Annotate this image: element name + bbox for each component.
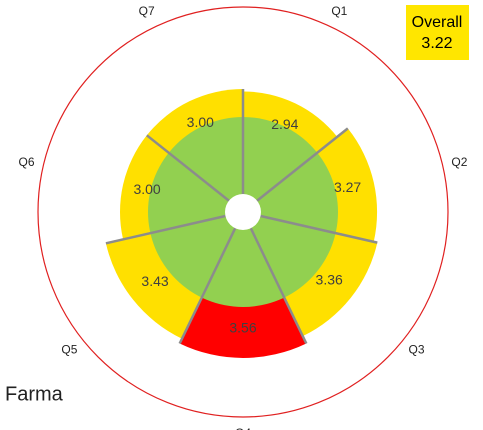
center-hole [225,194,261,230]
value-label: 3.00 [133,181,160,197]
overall-value: 3.22 [421,35,452,52]
divider [105,214,226,245]
value-label: 3.56 [229,319,256,335]
value-label: 3.36 [316,271,343,287]
overall-box [406,5,469,60]
divider [146,134,230,202]
overall-label: Overall [412,14,463,31]
category-label: Q4 [235,426,251,430]
value-label: 3.43 [141,273,168,289]
chart-title: Farma [5,383,64,405]
divider [249,227,308,345]
category-label: Q6 [19,155,35,169]
divider [178,227,237,345]
category-label: Q2 [451,155,467,169]
outer-ring [37,6,449,418]
category-label: Q3 [409,343,425,357]
divider [260,214,378,244]
value-label: 3.27 [334,179,361,195]
category-label: Q5 [61,343,77,357]
value-label: 2.94 [271,116,298,132]
divider [256,127,349,202]
category-label: Q1 [331,4,347,18]
category-label: Q7 [139,4,155,18]
value-label: 3.00 [187,114,214,130]
